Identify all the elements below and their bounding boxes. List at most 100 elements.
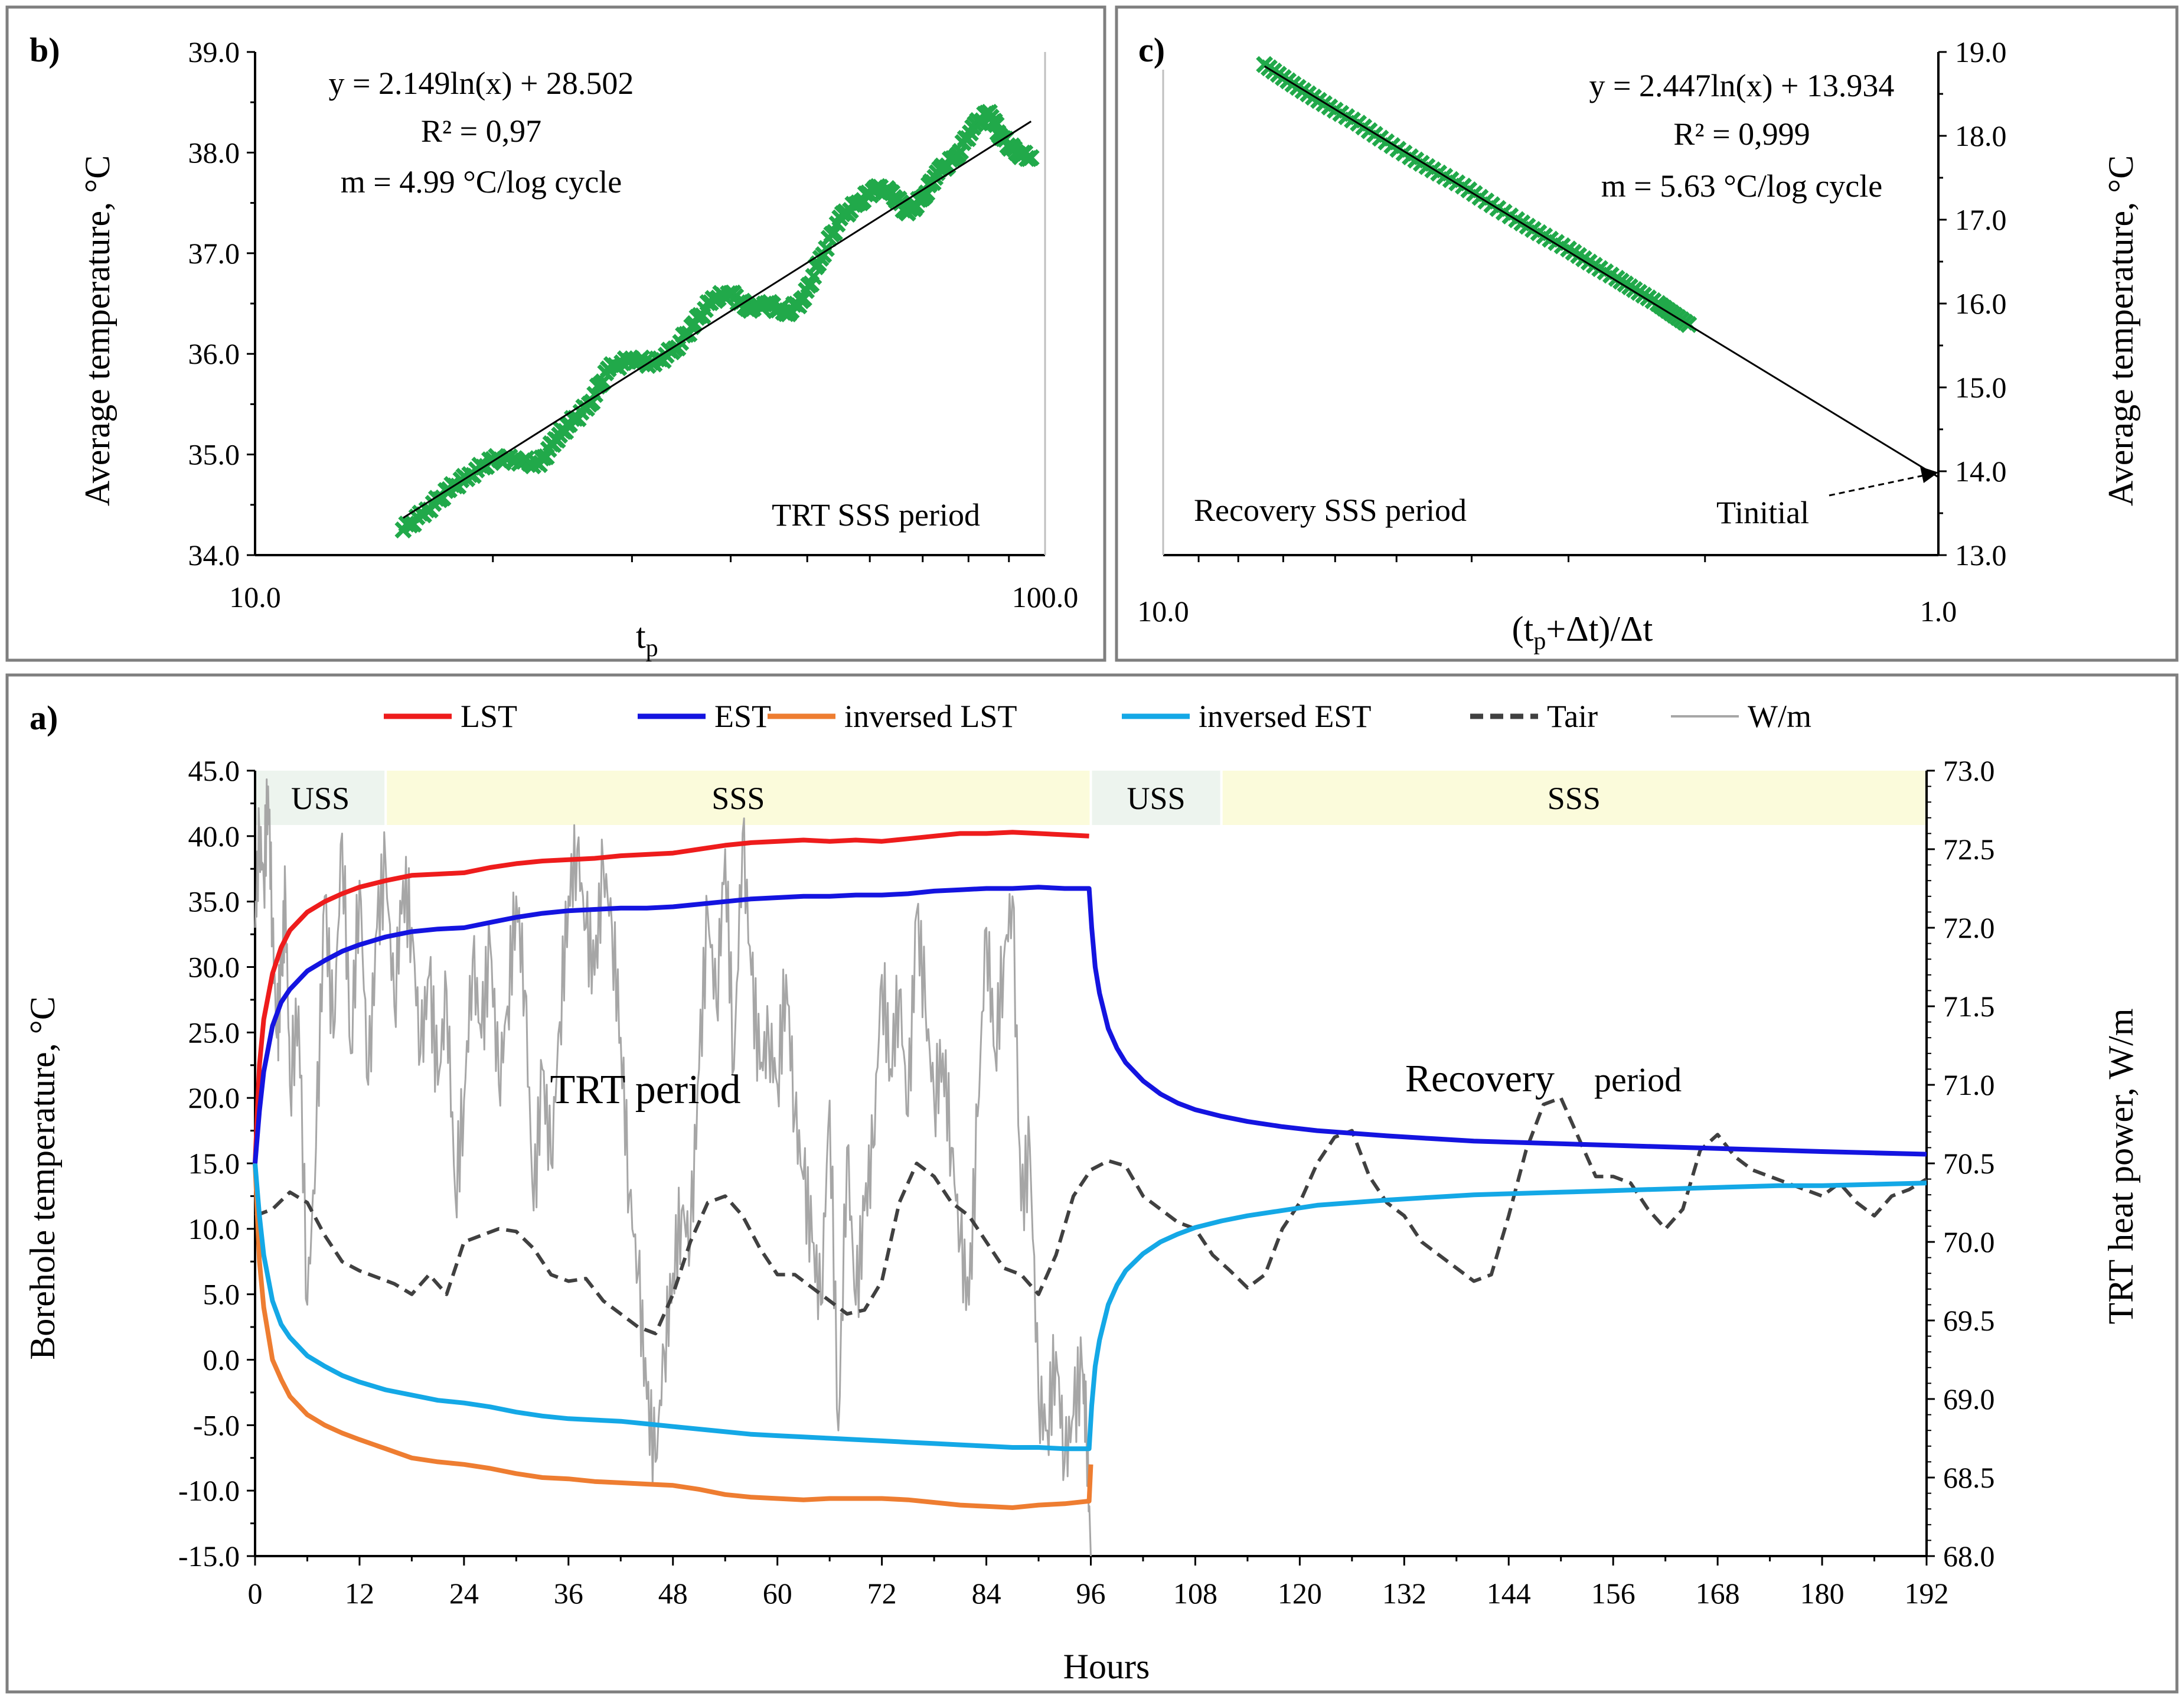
panel-a-xtick-label-8: 96 (1076, 1577, 1106, 1610)
phase-band-2 (1092, 771, 1220, 825)
panel-a-y2tick-label-0: 68.0 (1943, 1540, 1995, 1573)
panel-b-equation: y = 2.149ln(x) + 28.502 (329, 66, 634, 101)
panel-b-xlabel-main: t (636, 617, 646, 656)
panel-b-annotation: TRT SSS period (772, 497, 980, 533)
panel-c-xlabel-main: (t (1512, 609, 1534, 648)
panel-a-y2tick-label-10: 73.0 (1943, 754, 1995, 787)
panel-b-ytick-label-5: 39.0 (188, 35, 240, 69)
panel-a-xtick-label-10: 120 (1278, 1577, 1322, 1610)
panel-a-y2tick-label-6: 71.0 (1943, 1068, 1995, 1101)
legend-label-tair: Tair (1547, 699, 1598, 734)
panel-b-xtick-label-1: 100.0 (1012, 581, 1079, 614)
panel-c-ytick-label-4: 17.0 (1955, 203, 2007, 236)
panel-c-marks (1256, 56, 1939, 478)
panel-a-ytick-label-0: -15.0 (178, 1540, 240, 1573)
legend-label-lst: LST (461, 699, 517, 734)
panel-c-equation: y = 2.447ln(x) + 13.934 (1589, 68, 1895, 103)
panel-c-tinitial-label: Tinitial (1716, 495, 1809, 530)
panel-c-ytick-label-0: 13.0 (1955, 539, 2007, 572)
panel-a-ytick-label-6: 15.0 (188, 1147, 240, 1180)
series-est-line (253, 885, 1927, 1164)
panel-a-y2tick-label-1: 68.5 (1943, 1461, 1995, 1494)
panel-b-frame (5, 5, 1106, 662)
series-tair-line (254, 1096, 1928, 1336)
panel-c-xtick-label-0: 10.0 (1137, 595, 1189, 628)
panel-c-fit-line (1264, 65, 1939, 478)
phase-band-1 (387, 771, 1090, 825)
panel-c-ylabel: Average temperature, °C (2101, 155, 2140, 506)
panel-b-ylabel: Average temperature, °C (78, 155, 117, 506)
panel-a-ytick-label-1: -10.0 (178, 1474, 240, 1507)
panel-b-r2: R² = 0,97 (421, 113, 541, 149)
panel-a-ytick-label-3: 0.0 (203, 1343, 240, 1377)
panel-a-ticks: -15.0 -10.0 -5.0 0.0 5.0 10.0 15.0 20.0 25.0 30.0… (178, 754, 1995, 1610)
panel-a-frame (5, 673, 2179, 1694)
panel-a-xtick-label-2: 24 (449, 1577, 479, 1610)
panel-b-ytick-label-0: 34.0 (188, 539, 240, 572)
panel-a-xtick-label-12: 144 (1487, 1577, 1531, 1610)
phase-band-3 (1222, 771, 1925, 825)
panel-c-r2: R² = 0,999 (1673, 116, 1810, 152)
panel-a-ytick-label-11: 40.0 (188, 820, 240, 853)
panel-c-tinitial-arrow-line (1829, 473, 1930, 497)
panel-a: a) USS SSS USS SSS LST EST inversed LST invers… (5, 673, 2179, 1694)
legend-label-inversed-lst: inversed LST (844, 699, 1017, 734)
panel-c-xtick-label-1: 1.0 (1920, 595, 1957, 628)
panel-c-xlabel-sub: p (1533, 628, 1546, 655)
series-wm-line (254, 778, 1092, 1557)
panel-a-y2tick-label-5: 70.5 (1943, 1147, 1995, 1180)
panel-a-ytick-label-10: 35.0 (188, 885, 240, 918)
panel-c-xlabel-tail: +Δt)/Δt (1546, 609, 1653, 648)
panel-b-marks (394, 103, 1040, 539)
panel-a-xlabel: Hours (1063, 1647, 1150, 1686)
panel-a-y2tick-label-2: 69.0 (1943, 1382, 1995, 1416)
panel-a-y2tick-label-4: 70.0 (1943, 1225, 1995, 1258)
panel-a-ytick-label-8: 25.0 (188, 1016, 240, 1049)
panel-a-xtick-label-16: 192 (1905, 1577, 1949, 1610)
panel-b-slope: m = 4.99 °C/log cycle (341, 164, 622, 200)
panel-a-ytick-label-2: -5.0 (193, 1408, 240, 1442)
panel-b-letter: b) (30, 31, 60, 69)
panel-a-annotation-period: period (1594, 1061, 1682, 1099)
panel-a-xtick-label-11: 132 (1382, 1577, 1426, 1610)
panel-b-ticks: 34.0 35.0 36.0 37.0 38.0 39.0 10.0 100.0 (188, 35, 1079, 614)
panel-a-y2tick-label-9: 72.5 (1943, 833, 1995, 866)
panel-c-frame (1115, 5, 2179, 662)
phase-label-0: USS (291, 781, 350, 816)
phase-label-2: USS (1127, 781, 1186, 816)
panel-a-ytick-label-12: 45.0 (188, 754, 240, 787)
panel-a-y2tick-label-8: 72.0 (1943, 911, 1995, 944)
panel-c-tinitial-arrow-head (1920, 467, 1938, 483)
panel-b-ytick-label-2: 36.0 (188, 337, 240, 370)
series-inversed-est-line (253, 1163, 1927, 1452)
panel-b: b) Average temperature, °C tp 34.0 35.0 36… (5, 5, 1106, 662)
panel-a-ylabel: Borehole temperature, °C (23, 996, 62, 1359)
panel-a-xtick-label-4: 48 (658, 1577, 688, 1610)
panel-a-xtick-label-13: 156 (1591, 1577, 1635, 1610)
panel-a-xtick-label-6: 72 (867, 1577, 897, 1610)
panel-a-xtick-label-9: 108 (1173, 1577, 1217, 1610)
panel-b-xlabel-sub: p (646, 635, 658, 662)
panel-c-ticks: 13.0 14.0 15.0 16.0 17.0 18.0 19.0 10.0 1.0 (1137, 35, 2006, 628)
panel-a-ytick-label-9: 30.0 (188, 951, 240, 984)
panel-a-letter: a) (30, 699, 58, 737)
panel-a-legend: LST EST inversed LST inversed EST Tair W/m (384, 699, 1811, 734)
panel-c-ytick-label-1: 14.0 (1955, 455, 2007, 488)
panel-c: c) Average temperature, °C (tp+Δt)/Δt 13… (1115, 5, 2179, 662)
phase-label-1: SSS (711, 781, 765, 816)
panel-a-annotation-trt: TRT period (550, 1067, 740, 1113)
panel-a-ytick-label-4: 5.0 (203, 1278, 240, 1311)
panel-a-ytick-label-7: 20.0 (188, 1081, 240, 1114)
panel-b-ytick-label-1: 35.0 (188, 438, 240, 471)
panel-a-xtick-label-0: 0 (248, 1577, 263, 1610)
panel-b-xlabel: tp (636, 617, 658, 662)
panel-a-annotation-recovery: Recovery (1405, 1057, 1555, 1100)
panel-c-letter: c) (1138, 31, 1165, 69)
panel-c-ytick-label-3: 16.0 (1955, 287, 2007, 320)
panel-a-xtick-label-5: 60 (763, 1577, 792, 1610)
panel-a-y2label: TRT heat power, W/m (2101, 1009, 2140, 1325)
panel-b-fit-line (403, 120, 1032, 519)
panel-a-xtick-label-3: 36 (554, 1577, 583, 1610)
series-inversed-lst-line (253, 1163, 1093, 1510)
